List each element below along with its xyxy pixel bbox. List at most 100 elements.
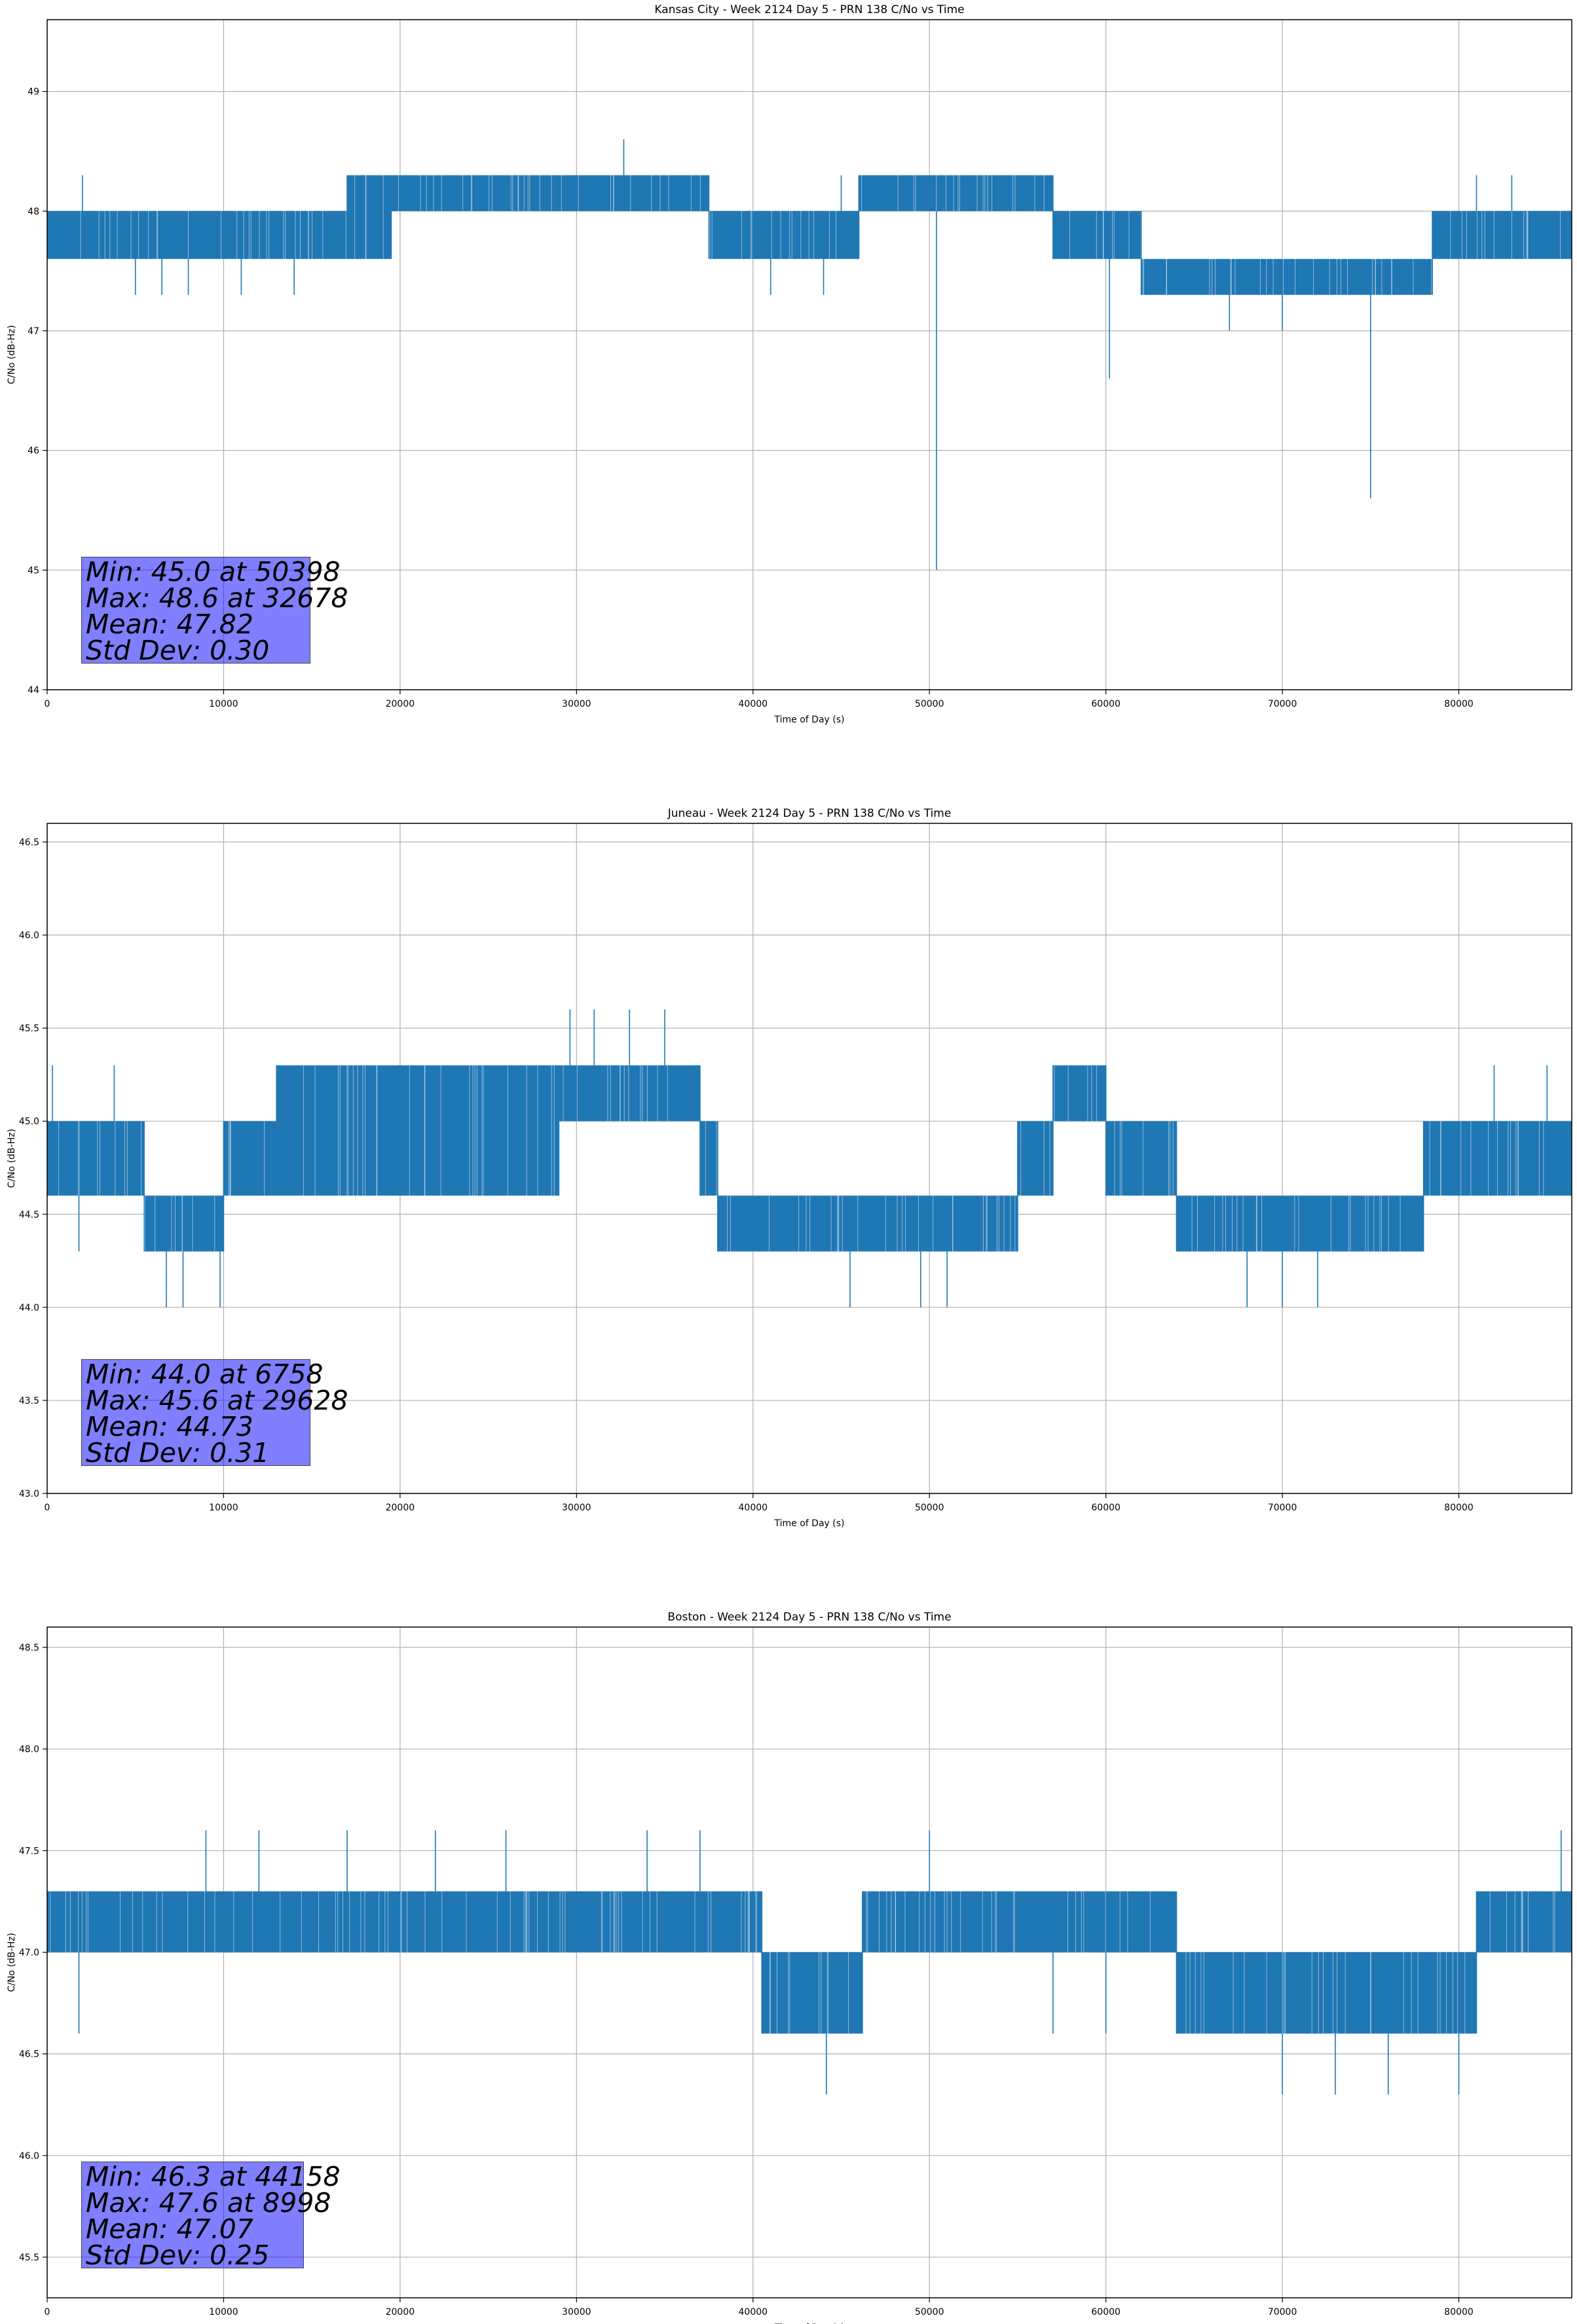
x-tick-label: 40000 bbox=[739, 1503, 768, 1513]
x-tick-label: 40000 bbox=[739, 699, 768, 709]
y-tick-label: 47 bbox=[28, 326, 39, 337]
y-axis-label: C/No (dB-Hz) bbox=[7, 325, 17, 384]
stats-line: Max: 48.6 at 32678 bbox=[86, 582, 348, 614]
series-band bbox=[1176, 1952, 1477, 2034]
stats-line: Std Dev: 0.31 bbox=[86, 1437, 270, 1469]
series-band bbox=[347, 175, 392, 259]
x-tick-label: 50000 bbox=[915, 2307, 944, 2317]
x-tick-label: 70000 bbox=[1268, 1503, 1297, 1513]
x-tick-label: 0 bbox=[45, 1503, 50, 1513]
y-tick-label: 44.0 bbox=[19, 1303, 39, 1313]
series-line bbox=[47, 1830, 1572, 2095]
y-axis-label: C/No (dB-Hz) bbox=[7, 1933, 17, 1992]
series-band bbox=[717, 1195, 1018, 1252]
y-tick-label: 45 bbox=[28, 565, 39, 576]
series-band bbox=[859, 175, 1053, 212]
y-axis-label: C/No (dB-Hz) bbox=[7, 1129, 17, 1188]
series-band bbox=[709, 211, 859, 259]
x-tick-label: 20000 bbox=[386, 1503, 415, 1513]
y-tick-label: 45.5 bbox=[19, 1024, 39, 1034]
series-band bbox=[559, 1065, 700, 1121]
x-tick-label: 30000 bbox=[562, 2307, 591, 2317]
x-tick-label: 80000 bbox=[1444, 2307, 1474, 2317]
axes-frame bbox=[46, 1626, 1572, 2298]
y-tick-label: 49 bbox=[28, 87, 39, 98]
chart-panel-1: 0 10000 20000 30000 40000 50000 60000 70000 8000… bbox=[7, 3, 1572, 725]
y-tick-label: 44 bbox=[28, 685, 39, 696]
series-band bbox=[762, 1952, 863, 2034]
x-tick-label: 60000 bbox=[1091, 699, 1121, 709]
stats-line: Min: 44.0 at 6758 bbox=[86, 1359, 324, 1390]
x-tick-label: 30000 bbox=[562, 699, 591, 709]
stats-line: Std Dev: 0.25 bbox=[86, 2240, 270, 2271]
y-tick-label: 43.0 bbox=[19, 1489, 39, 1499]
series-band bbox=[1432, 211, 1572, 259]
y-tick-label: 44.5 bbox=[19, 1210, 39, 1220]
series-band bbox=[391, 175, 709, 212]
axes-frame bbox=[46, 823, 1572, 1494]
chart-title: Boston - Week 2124 Day 5 - PRN 138 C/No … bbox=[667, 1611, 951, 1624]
x-tick-label: 30000 bbox=[562, 1503, 591, 1513]
y-tick-label: 46.0 bbox=[19, 931, 39, 941]
series-band bbox=[699, 1121, 718, 1196]
y-tick-label: 46.5 bbox=[19, 837, 39, 848]
chart-panel-2: 0 10000 20000 30000 40000 50000 60000 70000 8000… bbox=[7, 807, 1572, 1529]
series-band bbox=[1017, 1121, 1053, 1196]
x-tick-label: 0 bbox=[45, 699, 50, 709]
x-tick-label: 20000 bbox=[386, 699, 415, 709]
series-band bbox=[1476, 1891, 1572, 1953]
x-tick-label: 10000 bbox=[209, 699, 238, 709]
stats-annotation: Min: 44.0 at 6758 Max: 45.6 at 29628 Mean:… bbox=[81, 1359, 348, 1469]
stats-line: Mean: 44.73 bbox=[86, 1411, 253, 1442]
series-band bbox=[276, 1065, 559, 1196]
chart-title: Kansas City - Week 2124 Day 5 - PRN 138 … bbox=[654, 3, 964, 16]
x-tick-label: 60000 bbox=[1091, 2307, 1121, 2317]
series-band bbox=[223, 1121, 277, 1196]
x-tick-label: 0 bbox=[45, 2307, 50, 2317]
x-tick-label: 70000 bbox=[1268, 699, 1297, 709]
stats-line: Max: 47.6 at 8998 bbox=[86, 2187, 331, 2219]
y-tick-label: 46.0 bbox=[19, 2151, 39, 2162]
y-tick-label: 45.0 bbox=[19, 1117, 39, 1127]
stats-line: Std Dev: 0.30 bbox=[86, 635, 270, 666]
series-band bbox=[47, 1891, 762, 1953]
x-tick-label: 60000 bbox=[1091, 1503, 1121, 1513]
series-band bbox=[1052, 211, 1141, 259]
y-tick-label: 46.5 bbox=[19, 2050, 39, 2060]
axes-frame bbox=[46, 19, 1572, 690]
x-tick-label: 10000 bbox=[209, 2307, 238, 2317]
x-tick-label: 50000 bbox=[915, 699, 944, 709]
series-line bbox=[47, 139, 1572, 571]
series-band bbox=[862, 1891, 1177, 1953]
stats-line: Mean: 47.82 bbox=[86, 609, 253, 640]
x-tick-label: 80000 bbox=[1444, 699, 1474, 709]
y-tick-label: 46 bbox=[28, 446, 39, 457]
x-tick-label: 70000 bbox=[1268, 2307, 1297, 2317]
x-axis-label: Time of Day (s) bbox=[774, 1518, 845, 1529]
x-tick-label: 50000 bbox=[915, 1503, 944, 1513]
series-band bbox=[47, 211, 348, 259]
series-line bbox=[47, 1009, 1572, 1307]
x-tick-label: 10000 bbox=[209, 1503, 238, 1513]
stats-line: Min: 45.0 at 50398 bbox=[86, 556, 341, 588]
y-tick-label: 43.5 bbox=[19, 1396, 39, 1406]
y-tick-label: 48.5 bbox=[19, 1643, 39, 1653]
stats-annotation: Min: 46.3 at 44158 Max: 47.6 at 8998 Mean:… bbox=[81, 2161, 341, 2271]
chart-panel-3: 0 10000 20000 30000 40000 50000 60000 70000 8000… bbox=[7, 1611, 1572, 2324]
series-band bbox=[1141, 259, 1433, 295]
series-band bbox=[144, 1195, 224, 1252]
stats-line: Min: 46.3 at 44158 bbox=[86, 2161, 341, 2192]
y-tick-label: 47.0 bbox=[19, 1947, 39, 1958]
x-axis-label: Time of Day (s) bbox=[774, 715, 845, 725]
series-band bbox=[1176, 1195, 1424, 1252]
stats-line: Mean: 47.07 bbox=[86, 2213, 253, 2245]
series-band bbox=[1105, 1121, 1177, 1196]
y-tick-label: 47.5 bbox=[19, 1846, 39, 1856]
chart-title: Juneau - Week 2124 Day 5 - PRN 138 C/No … bbox=[667, 807, 952, 820]
y-tick-label: 48.0 bbox=[19, 1744, 39, 1755]
x-tick-label: 20000 bbox=[386, 2307, 415, 2317]
series-band bbox=[1052, 1065, 1106, 1121]
stats-annotation: Min: 45.0 at 50398 Max: 48.6 at 32678 Mean… bbox=[81, 556, 348, 666]
y-tick-label: 48 bbox=[28, 206, 39, 217]
